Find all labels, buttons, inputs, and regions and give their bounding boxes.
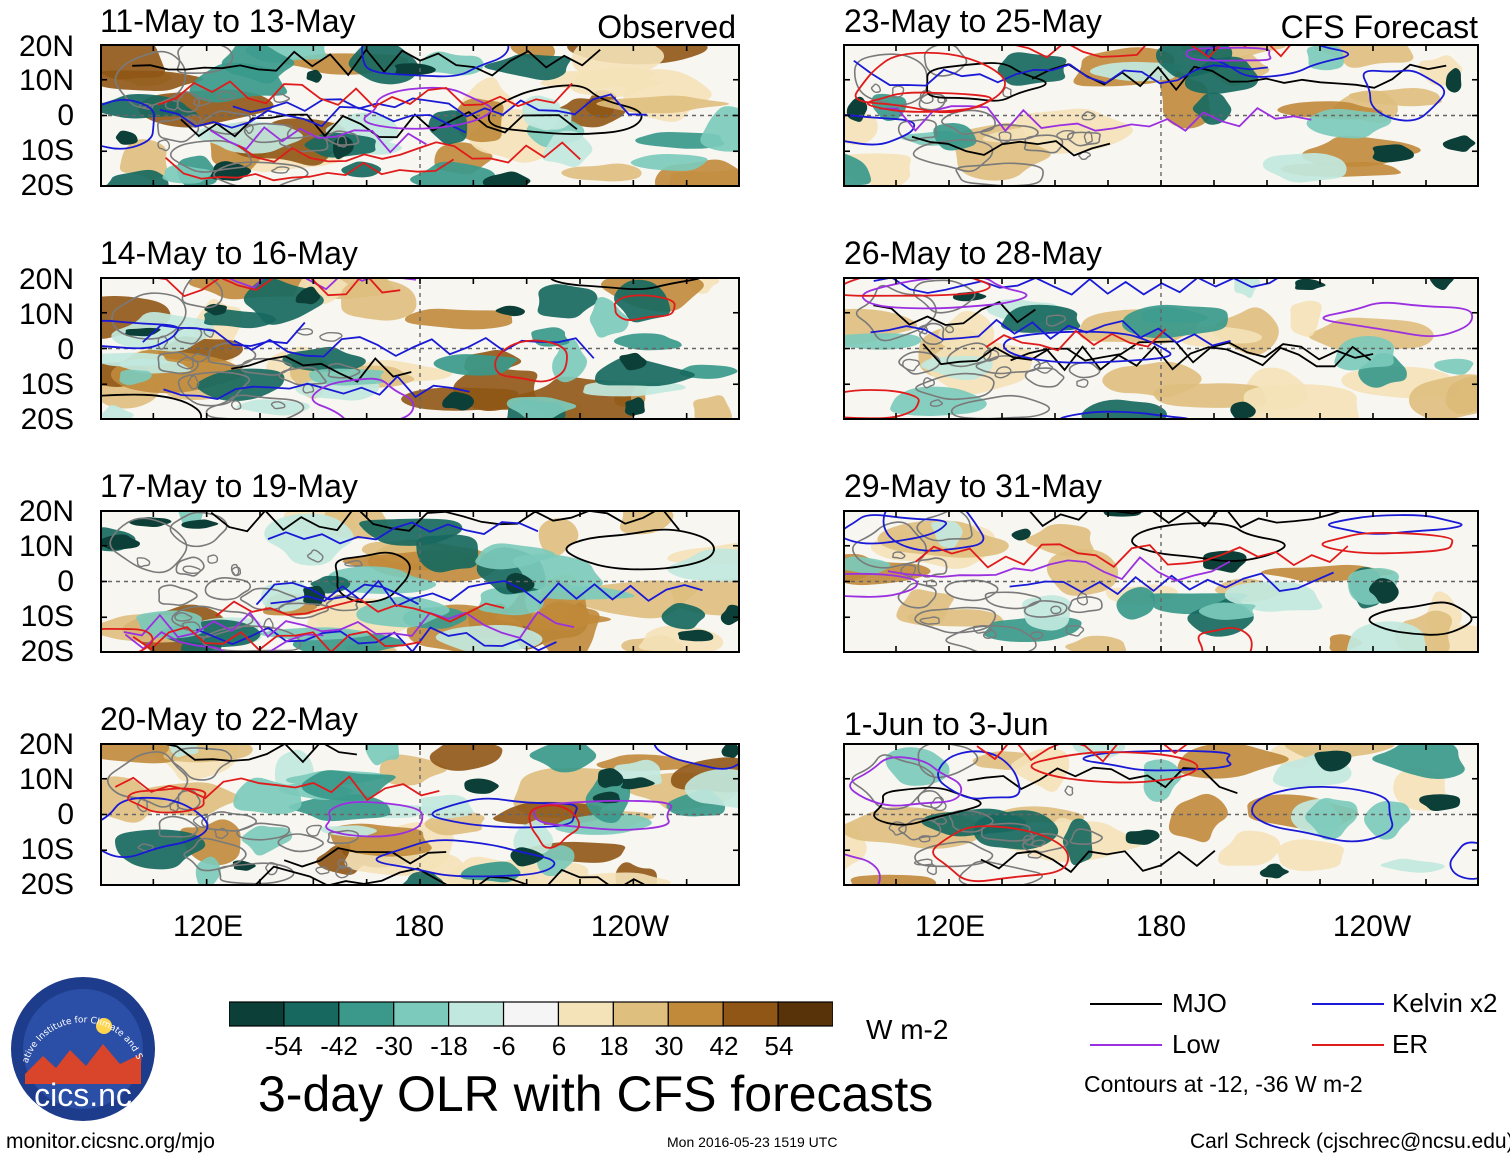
lat-label-10s: 10S bbox=[20, 833, 74, 866]
lat-label-10n: 10N bbox=[18, 64, 74, 97]
olr-map-observed-3 bbox=[100, 510, 740, 653]
colorbar-label: 6 bbox=[551, 1031, 567, 1061]
footer-url[interactable]: monitor.cicsnc.org/mjo bbox=[6, 1130, 215, 1153]
colorbar-label: 54 bbox=[764, 1031, 794, 1061]
colorbar-label: 30 bbox=[654, 1031, 684, 1061]
lon-label-180: 180 bbox=[393, 910, 445, 943]
lon-label-120w: 120W bbox=[1332, 910, 1412, 943]
lon-label-120e: 120E bbox=[914, 910, 986, 943]
panel-title-2: 14-May to 16-May bbox=[100, 235, 358, 271]
cics-logo: Cooperative Institute for Climate and Sa… bbox=[8, 974, 155, 1121]
legend-label-mjo: MJO bbox=[1172, 988, 1227, 1018]
lat-label-20s: 20S bbox=[20, 868, 74, 901]
lat-label-10n: 10N bbox=[18, 763, 74, 796]
panel-title-1: 11-May to 13-May bbox=[100, 3, 356, 39]
colorbar-label: -6 bbox=[492, 1031, 516, 1061]
logo-name: cics.nc bbox=[34, 1077, 132, 1113]
colorbar-swatch bbox=[448, 1001, 505, 1027]
footer-credit: Carl Schreck (cjschrec@ncsu.edu) bbox=[1190, 1130, 1510, 1153]
colorbar-label: -30 bbox=[375, 1031, 413, 1061]
olr-map-forecast-3 bbox=[843, 510, 1479, 653]
olr-map-observed-4 bbox=[100, 743, 740, 886]
panel-title-7: 29-May to 31-May bbox=[844, 468, 1102, 504]
lat-label-20s: 20S bbox=[20, 635, 74, 668]
colorbar-swatch bbox=[667, 1001, 724, 1027]
panel-title-3: 17-May to 19-May bbox=[100, 468, 358, 504]
colorbar-swatch bbox=[777, 1001, 833, 1027]
legend-label-low: Low bbox=[1172, 1029, 1220, 1059]
olr-map-observed-1 bbox=[100, 44, 740, 187]
colorbar-swatch bbox=[283, 1001, 340, 1027]
olr-map-forecast-4 bbox=[843, 743, 1479, 886]
legend-line-er bbox=[1312, 1044, 1384, 1046]
olr-map-forecast-2 bbox=[843, 277, 1479, 420]
lat-label-eq: 0 bbox=[57, 565, 74, 598]
lat-label-20n: 20N bbox=[18, 263, 74, 296]
lat-label-20n: 20N bbox=[18, 30, 74, 63]
colorbar-swatch bbox=[338, 1001, 395, 1027]
lat-label-eq: 0 bbox=[57, 99, 74, 132]
panel-title-4: 20-May to 22-May bbox=[100, 701, 358, 737]
lat-label-10s: 10S bbox=[20, 134, 74, 167]
lon-label-120w: 120W bbox=[590, 910, 670, 943]
lat-label-10n: 10N bbox=[18, 530, 74, 563]
lat-label-10s: 10S bbox=[20, 600, 74, 633]
colorbar-swatch bbox=[393, 1001, 450, 1027]
colorbar-swatch bbox=[612, 1001, 669, 1027]
colorbar-units: W m-2 bbox=[866, 1014, 949, 1045]
observed-tag: Observed bbox=[597, 9, 736, 45]
colorbar-swatch bbox=[722, 1001, 779, 1027]
lat-label-20s: 20S bbox=[20, 403, 74, 436]
colorbar-label: 18 bbox=[599, 1031, 629, 1061]
legend-label-kelvin: Kelvin x2 bbox=[1392, 988, 1498, 1018]
colorbar bbox=[229, 1001, 833, 1027]
colorbar-label: -54 bbox=[265, 1031, 303, 1061]
panel-title-5: 23-May to 25-May bbox=[844, 3, 1102, 39]
lon-label-120e: 120E bbox=[172, 910, 244, 943]
lat-label-10s: 10S bbox=[20, 368, 74, 401]
lat-label-eq: 0 bbox=[57, 798, 74, 831]
lat-label-20n: 20N bbox=[18, 495, 74, 528]
lon-label-180: 180 bbox=[1135, 910, 1187, 943]
legend-note: Contours at -12, -36 W m-2 bbox=[1084, 1071, 1363, 1097]
panel-title-8: 1-Jun to 3-Jun bbox=[844, 706, 1049, 742]
legend-line-low bbox=[1090, 1044, 1162, 1046]
colorbar-swatch bbox=[502, 1001, 560, 1027]
colorbar-swatch bbox=[557, 1001, 614, 1027]
legend-line-mjo bbox=[1090, 1003, 1162, 1005]
footer-timestamp: Mon 2016-05-23 1519 UTC bbox=[667, 1134, 838, 1150]
lat-label-20n: 20N bbox=[18, 728, 74, 761]
colorbar-swatch bbox=[229, 1001, 285, 1027]
legend-line-kelvin bbox=[1312, 1003, 1384, 1005]
colorbar-label: 42 bbox=[709, 1031, 739, 1061]
cfs-forecast-tag: CFS Forecast bbox=[1280, 9, 1478, 45]
legend-label-er: ER bbox=[1392, 1029, 1429, 1059]
panel-title-6: 26-May to 28-May bbox=[844, 235, 1102, 271]
main-title: 3-day OLR with CFS forecasts bbox=[258, 1066, 934, 1122]
lat-label-eq: 0 bbox=[57, 333, 74, 366]
lat-label-20s: 20S bbox=[20, 169, 74, 202]
lat-label-10n: 10N bbox=[18, 298, 74, 331]
olr-map-forecast-1 bbox=[843, 44, 1479, 187]
colorbar-label: -18 bbox=[430, 1031, 468, 1061]
colorbar-label: -42 bbox=[320, 1031, 358, 1061]
olr-map-observed-2 bbox=[100, 277, 740, 420]
